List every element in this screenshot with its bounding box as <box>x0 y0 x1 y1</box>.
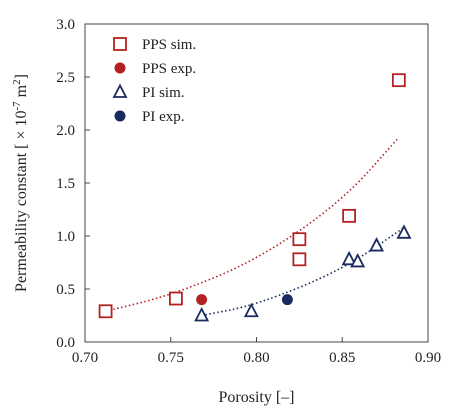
y-axis-title: Permeability constant [ × 10-7 m2] <box>11 74 30 292</box>
y-axis-title-mid: m <box>13 84 30 101</box>
trendline-pi <box>201 226 405 317</box>
data-point <box>369 237 385 252</box>
data-point <box>350 252 366 268</box>
data-point <box>292 232 307 247</box>
data-point <box>341 250 357 266</box>
legend-marker <box>113 37 127 51</box>
legend-label: PPS sim. <box>142 37 196 53</box>
y-tick-label: 0.0 <box>56 335 75 351</box>
legend-label: PI sim. <box>142 85 185 101</box>
y-tick-label: 3.0 <box>56 17 75 33</box>
legend-label: PI exp. <box>142 109 185 125</box>
plot-frame <box>84 23 429 343</box>
y-tick-label: 0.5 <box>56 282 75 298</box>
trendline-pps <box>105 136 400 313</box>
x-tick-label: 0.80 <box>243 350 269 366</box>
data-point <box>396 224 412 239</box>
y-axis-title-exp2: 2 <box>11 79 23 85</box>
data-point <box>342 208 357 223</box>
data-point <box>196 294 208 306</box>
y-axis-title-exp1: -7 <box>11 101 23 111</box>
legend-label: PPS exp. <box>142 61 196 77</box>
ticks <box>84 23 429 343</box>
y-tick-label: 2.0 <box>56 123 75 139</box>
data-point <box>194 307 210 322</box>
x-tick-label: 0.90 <box>415 350 441 366</box>
x-tick-label: 0.85 <box>329 350 355 366</box>
data-point <box>243 302 259 318</box>
data-point <box>281 294 293 306</box>
legend-marker <box>112 83 128 98</box>
y-tick-label: 1.5 <box>56 176 75 192</box>
legend-marker <box>114 110 126 122</box>
data-points <box>98 73 412 322</box>
x-tick-label: 0.70 <box>72 350 98 366</box>
data-point <box>292 252 307 267</box>
x-tick-label: 0.75 <box>158 350 184 366</box>
trendlines <box>105 136 405 317</box>
y-tick-label: 2.5 <box>56 70 75 86</box>
y-axis-title-main: Permeability constant [ × 10 <box>13 111 30 292</box>
data-point <box>168 291 183 306</box>
tick-labels: 0.70 0.75 0.80 0.85 0.90 0.0 0.5 1.0 1.5 2.0 2.5 3.… <box>56 17 441 366</box>
data-point <box>391 73 406 88</box>
y-tick-label: 1.0 <box>56 229 75 245</box>
legend-marker <box>114 62 126 74</box>
x-axis-title: Porosity [–] <box>219 389 295 406</box>
y-axis-title-end: ] <box>13 74 30 79</box>
data-point <box>98 304 113 319</box>
legend: PPS sim. PPS exp. PI sim. PI exp. <box>112 37 196 125</box>
